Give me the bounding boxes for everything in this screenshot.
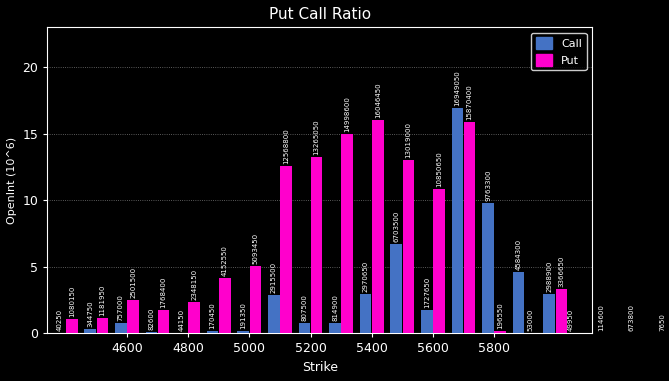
Title: Put Call Ratio: Put Call Ratio	[269, 7, 371, 22]
Text: 7650: 7650	[660, 314, 666, 331]
X-axis label: Strike: Strike	[302, 361, 338, 374]
Text: 1080150: 1080150	[69, 286, 75, 317]
Text: 2501500: 2501500	[130, 267, 136, 298]
Bar	[219, 278, 231, 333]
Text: 10850650: 10850650	[436, 151, 442, 187]
Bar	[237, 331, 249, 333]
Bar	[189, 302, 200, 333]
Bar	[96, 318, 108, 333]
Text: 673800: 673800	[629, 304, 635, 331]
Bar	[268, 295, 280, 333]
Text: 12568800: 12568800	[283, 128, 289, 164]
Bar	[207, 331, 219, 333]
Text: 807500: 807500	[302, 294, 308, 321]
Text: 49950: 49950	[567, 309, 573, 331]
Bar	[115, 323, 126, 333]
Text: 1181950: 1181950	[100, 284, 106, 316]
Text: 44150: 44150	[179, 309, 185, 331]
Y-axis label: OpenInt (10^6): OpenInt (10^6)	[7, 137, 17, 224]
Bar	[543, 294, 555, 333]
Text: 5093450: 5093450	[252, 232, 258, 264]
Bar	[158, 310, 169, 333]
Bar	[452, 108, 463, 333]
Text: 53000: 53000	[528, 308, 534, 331]
Bar	[66, 319, 78, 333]
Text: 2988900: 2988900	[546, 260, 552, 292]
Text: 1768400: 1768400	[161, 277, 167, 308]
Text: 13019000: 13019000	[405, 122, 411, 158]
Bar	[464, 122, 476, 333]
Bar	[311, 157, 322, 333]
Text: 344750: 344750	[87, 300, 93, 327]
Text: 13265050: 13265050	[314, 119, 320, 155]
Bar	[434, 189, 445, 333]
Text: 3366650: 3366650	[559, 255, 565, 287]
Legend: Call, Put: Call, Put	[531, 33, 587, 70]
Text: 4152550: 4152550	[222, 245, 228, 276]
Text: 191350: 191350	[240, 302, 246, 329]
Bar	[298, 323, 310, 333]
Text: 6703500: 6703500	[393, 211, 399, 242]
Bar	[513, 272, 524, 333]
Bar	[372, 120, 384, 333]
Bar	[280, 166, 292, 333]
Text: 40250: 40250	[57, 309, 63, 331]
Text: 82600: 82600	[149, 308, 155, 330]
Text: 114600: 114600	[598, 304, 604, 331]
Text: 814900: 814900	[332, 294, 338, 321]
Bar	[556, 289, 567, 333]
Text: 196550: 196550	[497, 302, 503, 329]
Text: 16046450: 16046450	[375, 82, 381, 118]
Bar	[341, 134, 353, 333]
Bar	[482, 203, 494, 333]
Bar	[391, 244, 402, 333]
Text: 15870400: 15870400	[467, 85, 473, 120]
Text: 2348150: 2348150	[191, 269, 197, 300]
Text: 4584300: 4584300	[516, 239, 522, 271]
Text: 2915500: 2915500	[271, 261, 277, 293]
Text: 2970650: 2970650	[363, 261, 369, 292]
Bar	[329, 323, 341, 333]
Text: 1727650: 1727650	[424, 277, 429, 309]
Bar	[403, 160, 414, 333]
Text: 9763300: 9763300	[485, 170, 491, 202]
Bar	[421, 311, 433, 333]
Bar	[360, 294, 371, 333]
Bar	[127, 300, 139, 333]
Bar	[146, 332, 157, 333]
Bar	[494, 331, 506, 333]
Text: 170450: 170450	[209, 303, 215, 329]
Text: 14998600: 14998600	[345, 96, 351, 132]
Bar	[250, 266, 262, 333]
Text: 757000: 757000	[118, 295, 124, 322]
Bar	[84, 329, 96, 333]
Text: 16949050: 16949050	[454, 70, 460, 106]
